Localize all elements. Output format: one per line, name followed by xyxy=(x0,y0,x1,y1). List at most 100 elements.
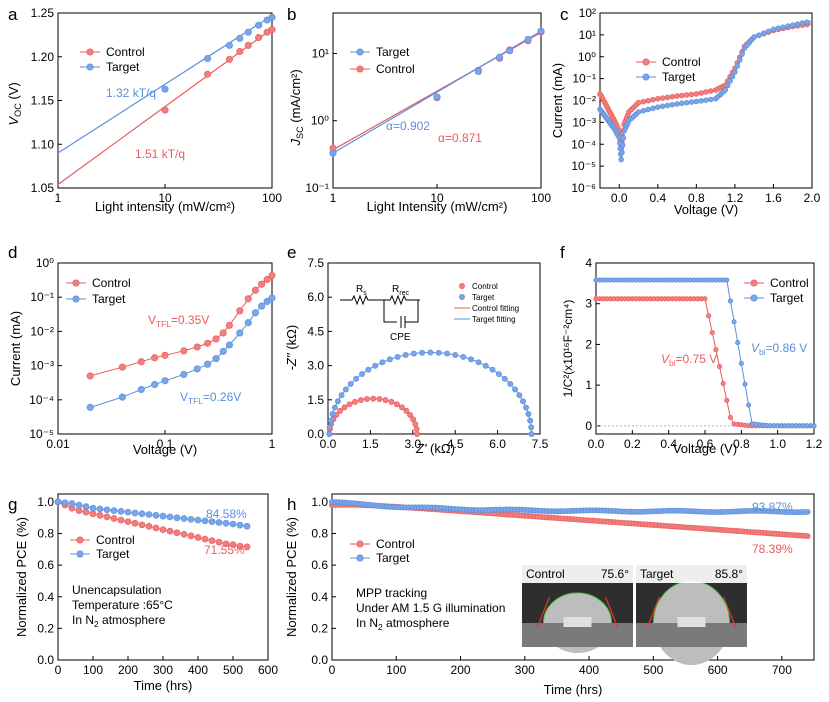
data-point xyxy=(137,358,145,366)
data-point xyxy=(703,97,709,103)
data-point xyxy=(376,396,383,402)
data-point xyxy=(268,26,276,34)
data-point xyxy=(789,22,796,28)
data-point xyxy=(761,30,767,36)
legend-label: Control xyxy=(106,45,145,59)
y-tick-label: 10⁻⁵ xyxy=(571,159,596,173)
data-point xyxy=(124,518,132,526)
data-point xyxy=(244,28,252,36)
y-tick-label: 10¹ xyxy=(579,28,596,42)
data-point xyxy=(236,542,244,550)
data-point xyxy=(161,106,169,114)
data-point xyxy=(679,100,685,107)
data-point xyxy=(708,88,714,94)
note-line: Temperature :65°C xyxy=(72,598,173,612)
data-point xyxy=(659,103,666,110)
data-point xyxy=(356,554,364,562)
x-tick-label: 1.0 xyxy=(769,437,786,451)
x-tick-label: 0.01 xyxy=(46,437,70,451)
data-point xyxy=(365,366,372,373)
data-point xyxy=(720,380,726,387)
data-point xyxy=(635,109,642,115)
y-tick-label: 10⁻² xyxy=(572,94,596,108)
data-point xyxy=(512,386,519,393)
data-point xyxy=(337,407,344,414)
data-point xyxy=(118,363,126,371)
legend-label: Control xyxy=(472,282,498,291)
y-tick-label: 1 xyxy=(585,378,592,392)
data-point xyxy=(212,335,220,343)
data-point xyxy=(407,411,414,418)
panel-b: 1 10 100 10⁻¹ 10⁰ 10¹ Light Intensity (mW/cm²)… xyxy=(288,12,551,214)
data-point xyxy=(780,24,786,30)
x-tick-label: 0 xyxy=(329,663,336,677)
data-point xyxy=(716,364,723,370)
data-point xyxy=(244,41,252,49)
data-point xyxy=(159,512,167,520)
y-tick-label: 10⁻¹ xyxy=(305,181,329,195)
data-point xyxy=(151,380,159,389)
x-tick-label: 700 xyxy=(772,663,792,677)
data-point xyxy=(137,385,145,394)
x-tick-label: 0.0 xyxy=(588,437,605,451)
data-point xyxy=(618,156,624,163)
data-point xyxy=(785,23,791,29)
data-point xyxy=(724,82,731,89)
circuit-label-rs: Rs xyxy=(356,284,367,297)
x-tick-label: 10 xyxy=(430,191,444,205)
data-point xyxy=(342,386,349,393)
note-line: MPP tracking xyxy=(356,586,427,600)
data-point xyxy=(713,347,719,353)
x-tick-label: 0.8 xyxy=(733,437,750,451)
data-point xyxy=(650,105,656,112)
data-point xyxy=(679,92,685,99)
data-point xyxy=(152,524,160,532)
inset-angle-line xyxy=(536,596,551,628)
data-point xyxy=(76,536,84,544)
data-point xyxy=(72,279,80,287)
y-tick-label: 2 xyxy=(585,337,592,351)
data-point xyxy=(194,534,202,541)
data-point xyxy=(708,96,714,103)
y-tick-label: 1.0 xyxy=(37,495,54,509)
inset-label: Target xyxy=(640,567,674,581)
data-point xyxy=(645,106,651,113)
data-point xyxy=(698,98,704,104)
data-point xyxy=(347,380,354,387)
legend-label: Control xyxy=(96,533,135,547)
data-point xyxy=(765,28,772,34)
series-line xyxy=(599,23,813,150)
data-point xyxy=(731,319,737,325)
y-tick-label: 10⁻⁶ xyxy=(571,181,596,195)
data-point xyxy=(523,404,529,411)
data-point xyxy=(329,149,337,157)
data-point xyxy=(435,349,442,356)
data-point xyxy=(382,397,389,404)
inset-angle: 85.8° xyxy=(715,567,743,581)
data-point xyxy=(388,398,395,405)
x-axis-label: Light intensity (mW/cm²) xyxy=(95,199,235,214)
circuit-cpe xyxy=(383,300,419,328)
data-point xyxy=(410,350,417,357)
x-tick-label: 2.0 xyxy=(804,191,821,205)
legend-label: Target xyxy=(662,70,696,84)
y-tick-label: 10⁰ xyxy=(578,50,596,64)
y-tick-label: 10⁻⁵ xyxy=(29,427,54,441)
panel-label-h: h xyxy=(287,495,296,514)
y-tick-label: 1.25 xyxy=(31,6,55,20)
data-point xyxy=(703,89,709,95)
data-point xyxy=(215,519,223,526)
data-point xyxy=(54,498,62,506)
data-point xyxy=(180,515,188,522)
data-point xyxy=(452,352,459,358)
data-point xyxy=(750,279,758,287)
data-point xyxy=(525,411,532,417)
y-tick-label: 3.0 xyxy=(307,359,324,373)
inset-reflection xyxy=(563,617,592,627)
y-axis-label: -Z'' (kΩ) xyxy=(284,325,299,371)
y-tick-label: 0.8 xyxy=(37,527,54,541)
data-point xyxy=(732,69,738,75)
y-axis-label: Current (mA) xyxy=(550,63,565,138)
legend-label: Target xyxy=(106,60,140,74)
legend-label: Control xyxy=(770,276,809,290)
